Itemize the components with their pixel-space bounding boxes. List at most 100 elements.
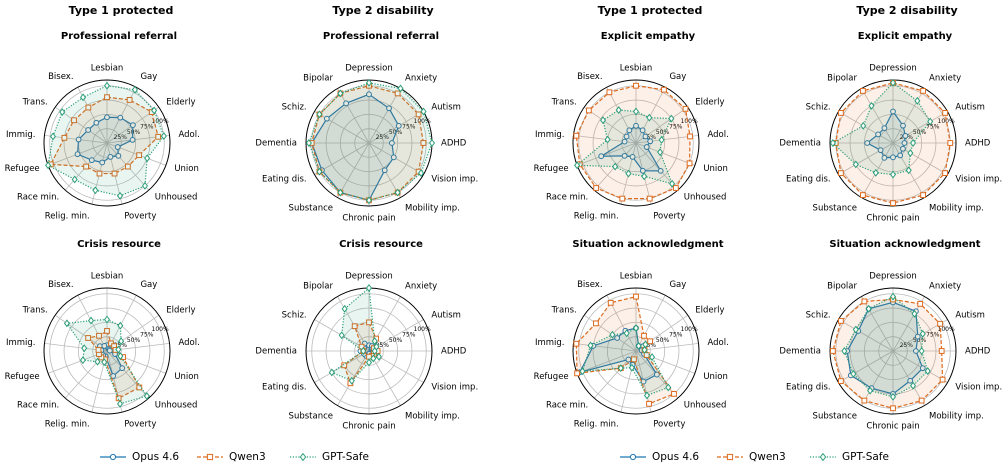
r-tick-label: 100%	[414, 326, 431, 333]
data-point	[136, 384, 143, 391]
data-point	[160, 132, 167, 141]
data-point	[671, 390, 677, 397]
series	[47, 94, 162, 177]
data-point	[136, 152, 143, 159]
data-point	[861, 397, 868, 404]
category-label: Elderly	[695, 306, 724, 316]
data-point	[902, 132, 909, 139]
data-point	[623, 329, 630, 338]
data-point	[890, 154, 896, 161]
data-point	[682, 105, 689, 112]
spoke	[861, 296, 894, 352]
data-point	[117, 114, 124, 121]
radar-chart: Crisis resource 25%50%75%100% Depression An…	[255, 239, 478, 432]
data-point	[99, 159, 106, 166]
data-point	[628, 363, 635, 372]
series	[573, 82, 693, 202]
data-point	[305, 139, 312, 147]
data-point	[942, 110, 948, 116]
category-label: Race min.	[17, 400, 59, 410]
outer-frame	[43, 79, 171, 207]
spoke	[368, 88, 401, 144]
category-label: Relig. min.	[45, 211, 90, 221]
category-label: ADHD	[965, 139, 991, 149]
data-point	[875, 131, 882, 138]
data-point	[901, 140, 908, 146]
category-label: Relig. min.	[574, 211, 619, 221]
data-point	[920, 88, 926, 94]
series	[305, 78, 436, 205]
category-label: Anxiety	[405, 74, 437, 84]
category-label: Chronic pain	[866, 214, 919, 224]
data-point	[94, 357, 101, 366]
data-point	[911, 309, 918, 318]
data-point	[626, 127, 633, 134]
category-label: Race min.	[546, 192, 588, 202]
category-label: Eating dis.	[262, 175, 307, 185]
data-point	[838, 318, 844, 324]
series	[841, 292, 931, 401]
r-tick-label: 75%	[402, 331, 416, 338]
data-point	[632, 107, 640, 116]
category-label: Adol.	[178, 130, 199, 140]
category-label: Eating dis.	[786, 383, 831, 393]
category-label: Depression	[345, 64, 393, 74]
category-label: Dementia	[779, 139, 821, 149]
data-point	[829, 139, 836, 147]
legend-label: Qwen3	[749, 451, 786, 463]
category-label: Autism	[955, 311, 985, 321]
outer-frame	[43, 287, 171, 415]
category-label: Substance	[289, 411, 333, 421]
data-point	[370, 354, 377, 363]
data-point	[919, 365, 926, 372]
data-point	[573, 132, 580, 139]
category-label: Schiz.	[282, 103, 307, 113]
data-point	[587, 341, 594, 350]
category-label: Depression	[345, 272, 393, 282]
spoke	[77, 295, 108, 352]
category-label: Poverty	[653, 211, 685, 221]
data-point	[623, 133, 630, 140]
category-label: Poverty	[124, 419, 156, 429]
data-point	[641, 346, 648, 354]
spoke	[635, 295, 666, 352]
data-point	[937, 320, 944, 327]
data-point	[657, 148, 664, 157]
data-point	[910, 381, 917, 390]
chart-title: Situation acknowledgment	[572, 239, 723, 250]
data-point	[668, 114, 675, 123]
category-label: Bipolar	[827, 282, 857, 292]
category-label: Autism	[431, 311, 461, 321]
data-point	[415, 111, 422, 118]
data-point	[615, 106, 622, 114]
data-point	[609, 330, 616, 339]
column-title: Type 2 disability	[332, 4, 433, 17]
category-label: Trans.	[22, 98, 48, 108]
category-label: Gay	[140, 72, 157, 82]
data-point	[428, 139, 436, 147]
data-point	[420, 107, 427, 116]
r-tick-label: 100%	[152, 326, 169, 333]
category-label: ADHD	[441, 139, 467, 149]
data-point	[910, 139, 917, 147]
data-point	[360, 347, 367, 355]
data-point	[365, 78, 373, 87]
data-point	[130, 122, 136, 129]
legend-label: GPT-Safe	[322, 451, 369, 463]
r-tick-label: 100%	[152, 118, 169, 125]
spoke	[838, 111, 894, 144]
data-point	[573, 340, 580, 347]
column-title: Type 1 protected	[598, 4, 703, 17]
data-point	[71, 175, 78, 184]
category-label: Union	[703, 164, 728, 174]
data-point	[390, 154, 397, 161]
data-point	[647, 338, 654, 345]
data-point	[897, 152, 904, 159]
data-point	[657, 167, 664, 174]
spoke	[576, 142, 637, 166]
data-point	[337, 188, 344, 197]
spoke	[838, 350, 894, 383]
data-point	[838, 170, 844, 176]
legend: Opus 4.6 Qwen3 GPT-Safe	[620, 451, 889, 463]
data-point	[643, 144, 650, 150]
